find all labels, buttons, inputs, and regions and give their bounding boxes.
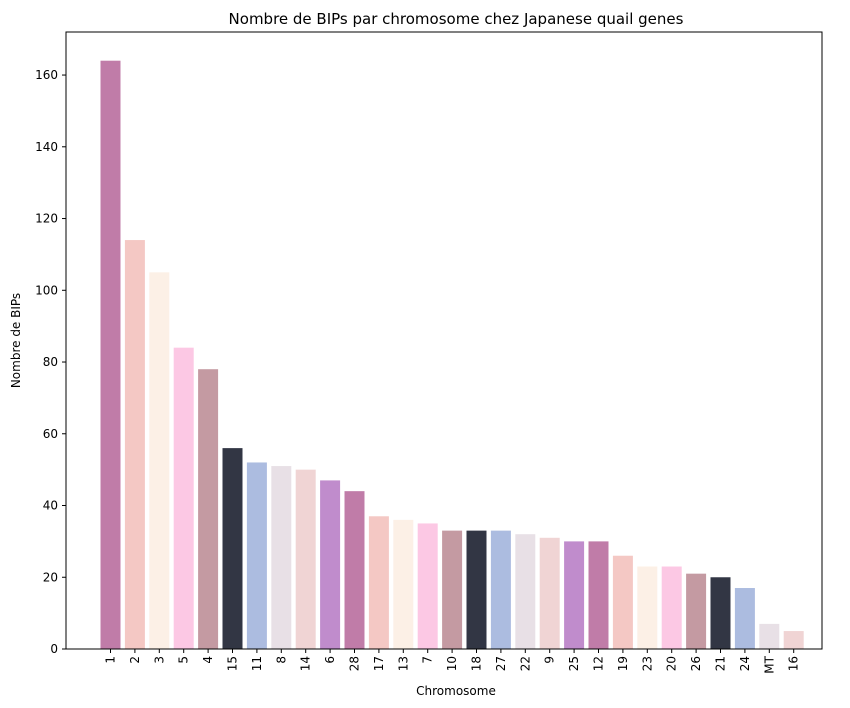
bar-9 xyxy=(539,537,560,649)
bar-14 xyxy=(295,469,316,649)
x-tick-label: 14 xyxy=(299,656,313,671)
y-tick-label: 140 xyxy=(35,140,58,154)
bar-18 xyxy=(466,530,487,649)
x-tick-label: 1 xyxy=(104,656,118,664)
y-tick-label: 160 xyxy=(35,68,58,82)
bar-11 xyxy=(246,462,267,649)
y-axis-label: Nombre de BIPs xyxy=(9,293,23,388)
bar-25 xyxy=(564,541,585,649)
x-tick-label: 18 xyxy=(470,656,484,671)
bar-1 xyxy=(100,60,121,649)
x-tick-label: 10 xyxy=(445,656,459,671)
x-tick-label: MT xyxy=(762,655,776,673)
plot-frame xyxy=(65,31,823,650)
x-tick-label: 12 xyxy=(592,656,606,671)
bar-13 xyxy=(393,519,414,649)
x-tick-label: 24 xyxy=(738,656,752,671)
bar-MT xyxy=(759,623,780,649)
bar-27 xyxy=(490,530,511,649)
y-tick-label: 60 xyxy=(43,427,58,441)
x-tick-label: 7 xyxy=(421,656,435,664)
bar-12 xyxy=(588,541,609,649)
x-tick-label: 9 xyxy=(543,656,557,664)
bar-17 xyxy=(368,516,389,649)
bar-10 xyxy=(442,530,463,649)
bar-24 xyxy=(734,588,755,649)
bar-28 xyxy=(344,491,365,649)
x-tick-label: 11 xyxy=(250,656,264,671)
x-tick-label: 20 xyxy=(665,656,679,671)
bar-7 xyxy=(417,523,438,649)
x-tick-label: 19 xyxy=(616,656,630,671)
x-tick-label: 22 xyxy=(518,656,532,671)
bar-21 xyxy=(710,577,731,649)
x-tick-label: 27 xyxy=(494,656,508,671)
x-tick-label: 13 xyxy=(396,656,410,671)
bar-26 xyxy=(686,573,707,649)
chart-title: Nombre de BIPs par chromosome chez Japan… xyxy=(229,10,684,28)
y-axis: 0 20 40 60 80 100 120 140 160 xyxy=(35,68,66,656)
x-tick-label: 5 xyxy=(177,656,191,664)
y-tick-label: 20 xyxy=(43,570,58,584)
y-tick-label: 80 xyxy=(43,355,58,369)
x-tick-label: 2 xyxy=(128,656,142,664)
bar-23 xyxy=(637,566,658,649)
x-tick-label: 17 xyxy=(372,656,386,671)
x-axis: 1 2 3 5 4 15 11 8 14 6 28 17 13 7 10 18 27 22 9 25 12 19 23 20 2… xyxy=(104,649,801,674)
x-tick-label: 8 xyxy=(274,656,288,664)
y-tick-label: 40 xyxy=(43,499,58,513)
y-tick-label: 120 xyxy=(35,212,58,226)
bar-6 xyxy=(320,480,341,649)
x-tick-label: 6 xyxy=(323,656,337,664)
bars-group xyxy=(100,60,804,649)
x-axis-label: Chromosome xyxy=(416,684,496,698)
x-tick-label: 26 xyxy=(689,656,703,671)
x-tick-label: 21 xyxy=(714,656,728,671)
x-tick-label: 25 xyxy=(567,656,581,671)
bar-3 xyxy=(149,272,170,649)
x-tick-label: 15 xyxy=(226,656,240,671)
bar-2 xyxy=(124,240,145,649)
x-tick-label: 16 xyxy=(787,656,801,671)
bar-19 xyxy=(612,555,633,649)
bar-5 xyxy=(173,347,194,649)
x-tick-label: 23 xyxy=(640,656,654,671)
x-tick-label: 4 xyxy=(201,656,215,664)
bar-8 xyxy=(271,466,292,649)
bar-16 xyxy=(783,631,804,649)
bar-20 xyxy=(661,566,682,649)
bar-15 xyxy=(222,448,243,649)
bar-22 xyxy=(515,534,536,649)
y-tick-label: 0 xyxy=(50,642,58,656)
y-tick-label: 100 xyxy=(35,283,58,297)
bar-4 xyxy=(198,369,219,649)
x-tick-label: 28 xyxy=(348,656,362,671)
x-tick-label: 3 xyxy=(152,656,166,664)
